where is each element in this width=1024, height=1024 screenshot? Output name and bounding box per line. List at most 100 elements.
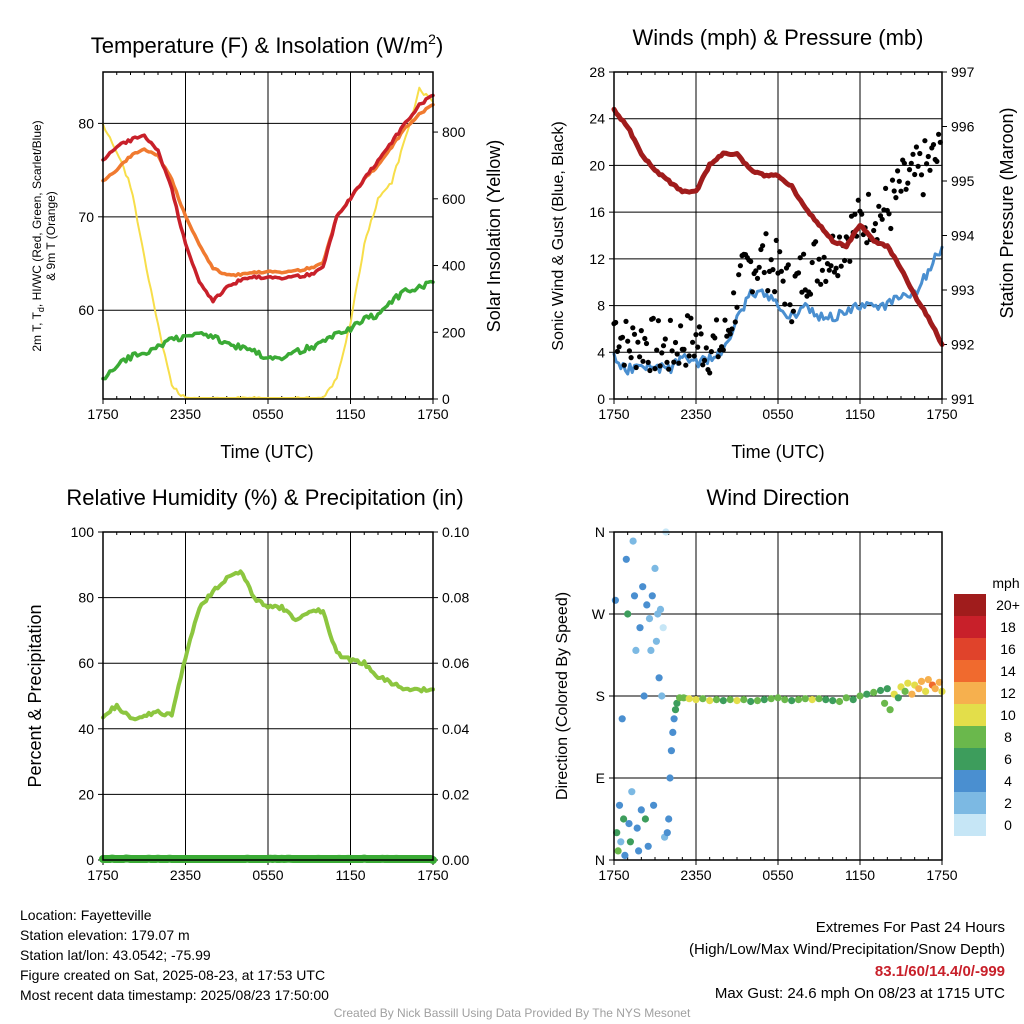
x-tick-label: 2350 <box>170 867 201 883</box>
y2-tick-label: 996 <box>951 119 975 135</box>
direction-point <box>733 697 741 705</box>
direction-point <box>726 696 734 704</box>
gust-point <box>896 178 902 184</box>
y-tick-label: 60 <box>78 302 94 318</box>
temperature-ylabel-line2: & 9m T (Orange) <box>44 191 58 281</box>
y-tick-label: 20 <box>589 157 605 173</box>
winds-ylabel: Sonic Wind & Gust (Blue, Black) <box>550 121 567 350</box>
direction-point <box>618 715 626 723</box>
direction-point <box>641 815 650 823</box>
station-location: Location: Fayetteville <box>20 907 152 923</box>
colorbar-swatch <box>954 638 986 660</box>
direction-point <box>917 677 926 686</box>
direction-point <box>767 695 775 703</box>
extremes-info: Extremes For Past 24 Hours (High/Low/Max… <box>689 917 1005 1005</box>
gust-point <box>749 289 756 295</box>
gust-point <box>638 328 644 334</box>
temperature-ylabel-line1: 2m T, Td, HI/WC (Red, Green, Scarlet/Blu… <box>30 120 46 351</box>
direction-point <box>636 624 644 632</box>
direction-point <box>822 696 830 704</box>
gust-point <box>686 353 692 359</box>
gust-point <box>652 366 658 372</box>
temperature-ylabel-right: Solar Insolation (Yellow) <box>484 140 504 332</box>
direction-point <box>781 696 789 704</box>
colorbar-label: 16 <box>1000 641 1016 657</box>
gust-point <box>816 256 822 262</box>
gust-point <box>683 362 689 368</box>
gust-point <box>922 138 928 144</box>
gust-point <box>920 192 926 198</box>
gust-point <box>927 167 933 173</box>
colorbar-swatch <box>954 792 986 814</box>
gust-point <box>732 319 738 325</box>
gust-point <box>664 359 670 365</box>
x-tick-label: 1150 <box>845 406 875 422</box>
x-tick-label: 0550 <box>252 867 283 883</box>
gust-point <box>696 324 703 330</box>
gust-point <box>842 257 848 264</box>
x-tick-label: 1150 <box>845 867 875 883</box>
gust-point <box>888 225 894 232</box>
gust-point <box>836 234 843 240</box>
gust-point <box>847 258 853 264</box>
direction-point <box>894 694 902 702</box>
gust-point <box>625 338 631 344</box>
gust-point <box>727 331 733 337</box>
gust-point <box>672 339 679 346</box>
colorbar-title: mph <box>992 575 1019 591</box>
direction-point <box>685 695 693 703</box>
y-tick-label: 20 <box>78 786 94 802</box>
figure-created: Figure created on Sat, 2025-08-23, at 17… <box>20 967 326 983</box>
gust-point <box>903 186 909 192</box>
gust-point <box>736 272 742 278</box>
y-tick-label: 80 <box>78 590 94 606</box>
y2-tick-label: 800 <box>442 124 466 140</box>
gust-point <box>918 172 925 178</box>
y-tick-label: W <box>592 606 606 622</box>
gust-point <box>748 258 754 265</box>
gust-point <box>807 291 814 297</box>
gust-point <box>712 335 718 341</box>
x-tick-label: 1750 <box>417 867 448 883</box>
gust-point <box>925 153 931 160</box>
y-tick-label: 70 <box>78 209 94 225</box>
gust-point <box>713 317 720 323</box>
extremes-heading: Extremes For Past 24 Hours <box>815 919 1005 936</box>
gust-point <box>876 203 882 209</box>
gust-point <box>621 362 627 368</box>
colorbar-swatch <box>954 660 986 682</box>
y2-tick-label: 0.02 <box>442 786 469 802</box>
y2-tick-label: 400 <box>442 258 466 274</box>
direction-point <box>881 699 889 707</box>
x-tick-label: 1750 <box>926 406 957 422</box>
gust-point <box>819 267 826 273</box>
y2-tick-label: 993 <box>951 282 975 298</box>
gust-point <box>667 317 674 323</box>
gust-point <box>737 263 744 269</box>
gust-point <box>753 268 759 274</box>
gust-point <box>734 304 740 310</box>
direction-point <box>658 692 666 700</box>
gust-point <box>859 211 865 217</box>
x-tick-label: 1750 <box>417 406 448 422</box>
gust-point <box>626 348 633 354</box>
colorbar-label: 2 <box>1004 795 1012 811</box>
direction-point <box>904 679 912 687</box>
direction-point <box>622 555 630 563</box>
winds-xlabel: Time (UTC) <box>731 442 824 462</box>
humidity-ylabel: Percent & Precipitation <box>25 604 45 787</box>
direction-point <box>788 697 796 705</box>
gust-point <box>715 354 721 360</box>
x-tick-label: 0550 <box>762 406 793 422</box>
max-gust: Max Gust: 24.6 mph On 08/23 at 1715 UTC <box>714 985 1005 1002</box>
direction-point <box>856 692 864 700</box>
gust-point <box>662 336 668 342</box>
gust-point <box>826 267 832 273</box>
gust-point <box>790 308 797 314</box>
y2-tick-label: 0.00 <box>442 852 469 868</box>
gust-point <box>913 144 920 150</box>
gust-point <box>770 267 776 273</box>
series-line-station-pressure <box>611 106 945 347</box>
gust-point <box>671 359 677 365</box>
